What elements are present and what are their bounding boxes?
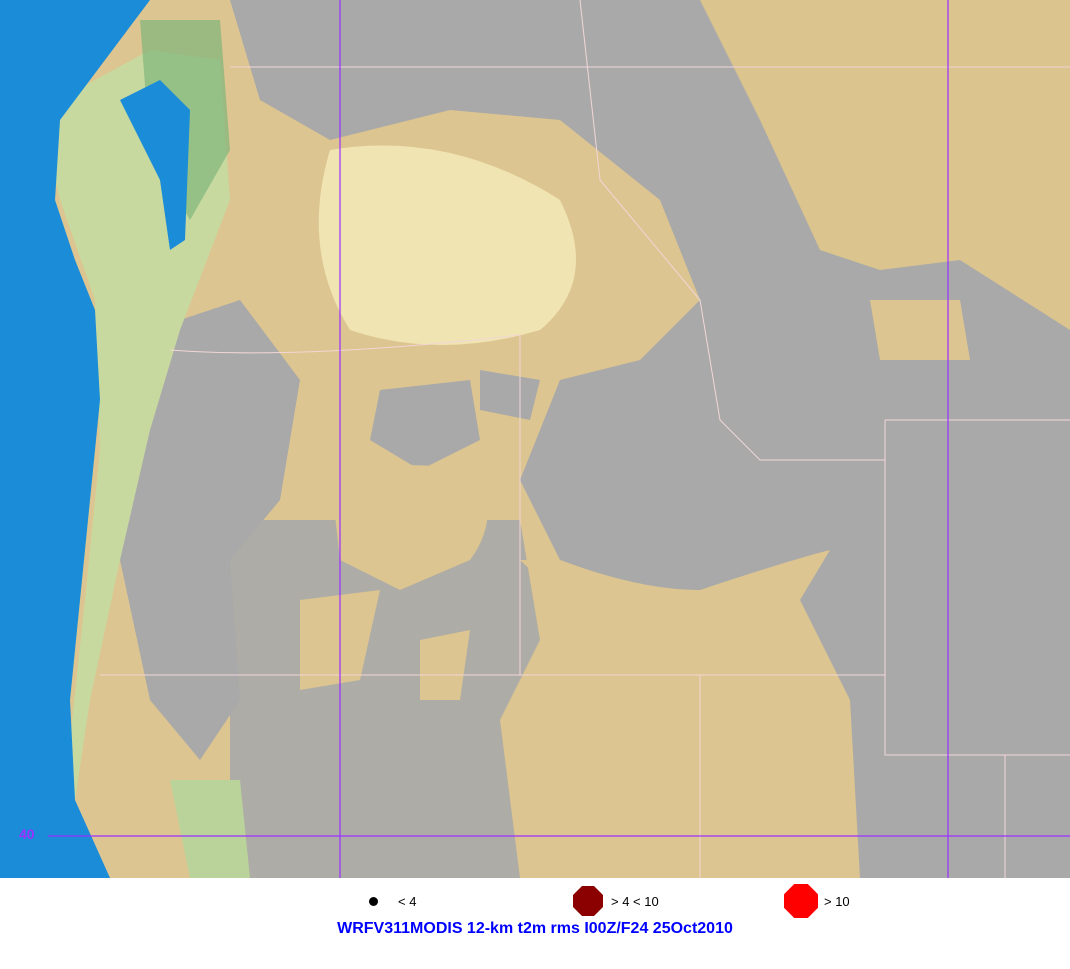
legend-item-mid: > 4 < 10 — [573, 885, 659, 917]
terrain-map — [0, 0, 1070, 878]
legend-label: > 10 — [824, 893, 850, 909]
legend-item-low: < 4 — [369, 885, 416, 917]
legend-item-high: > 10 — [784, 884, 850, 918]
legend-label: < 4 — [398, 893, 417, 909]
legend-label: > 4 < 10 — [611, 893, 659, 909]
puget-sound — [120, 80, 190, 250]
small-dot-icon — [369, 896, 378, 906]
central-valley — [170, 780, 250, 878]
coastal-forest — [40, 50, 230, 878]
map-title: WRFV311MODIS 12-km t2m rms I00Z/F24 25Oc… — [337, 920, 733, 937]
state-borders — [100, 0, 1070, 878]
columbia-basin — [318, 145, 576, 345]
lowland-basins — [300, 300, 970, 840]
pacific-ocean — [0, 0, 150, 878]
dark-red-octagon-icon — [573, 886, 603, 916]
lat-lon-gridlines — [48, 0, 1070, 878]
latitude-label: 40 — [19, 826, 35, 842]
red-octagon-icon — [784, 884, 818, 918]
